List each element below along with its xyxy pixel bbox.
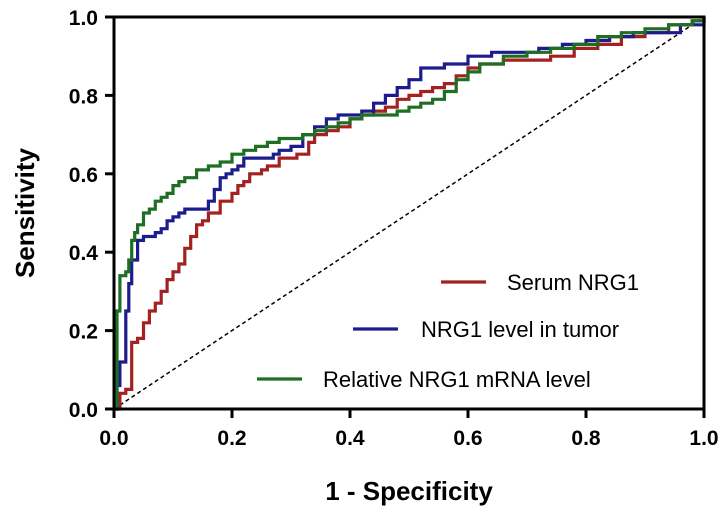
y-tick-label: 0.4 [69,242,99,265]
y-tick-label: 0.2 [69,321,98,344]
x-tick-label: 1.0 [689,427,718,450]
y-tick-label: 1.0 [69,7,98,30]
x-tick-label: 0.6 [453,427,482,450]
y-tick-label: 0.8 [69,85,99,108]
y-axis-title: Sensitivity [10,147,40,278]
legend-label-1: NRG1 level in tumor [421,317,619,342]
y-tick-label: 0.0 [69,399,98,422]
x-tick-label: 0.8 [571,427,601,450]
x-axis-title: 1 - Specificity [325,476,493,506]
plot-frame [112,15,706,411]
y-tick-label: 0.6 [69,164,98,187]
x-tick-label: 0.4 [335,427,365,450]
reference-diagonal-line [113,16,705,410]
legend-label-2: Relative NRG1 mRNA level [323,367,591,392]
tick-labels: 0.0 0.2 0.4 0.6 0.8 1.0 0.0 0.2 0.4 0.6 0.8 1.0 [69,7,719,450]
legend-label-0: Serum NRG1 [507,270,639,295]
roc-curve-1 [114,17,706,411]
series-layer [113,16,706,411]
axes [112,15,706,411]
legend: Serum NRG1 NRG1 level in tumor Relative NR… [257,270,639,392]
roc-curve-2 [114,17,706,411]
x-tick-label: 0.2 [217,427,246,450]
x-tick-label: 0.0 [99,427,128,450]
axis-ticks [105,15,706,418]
